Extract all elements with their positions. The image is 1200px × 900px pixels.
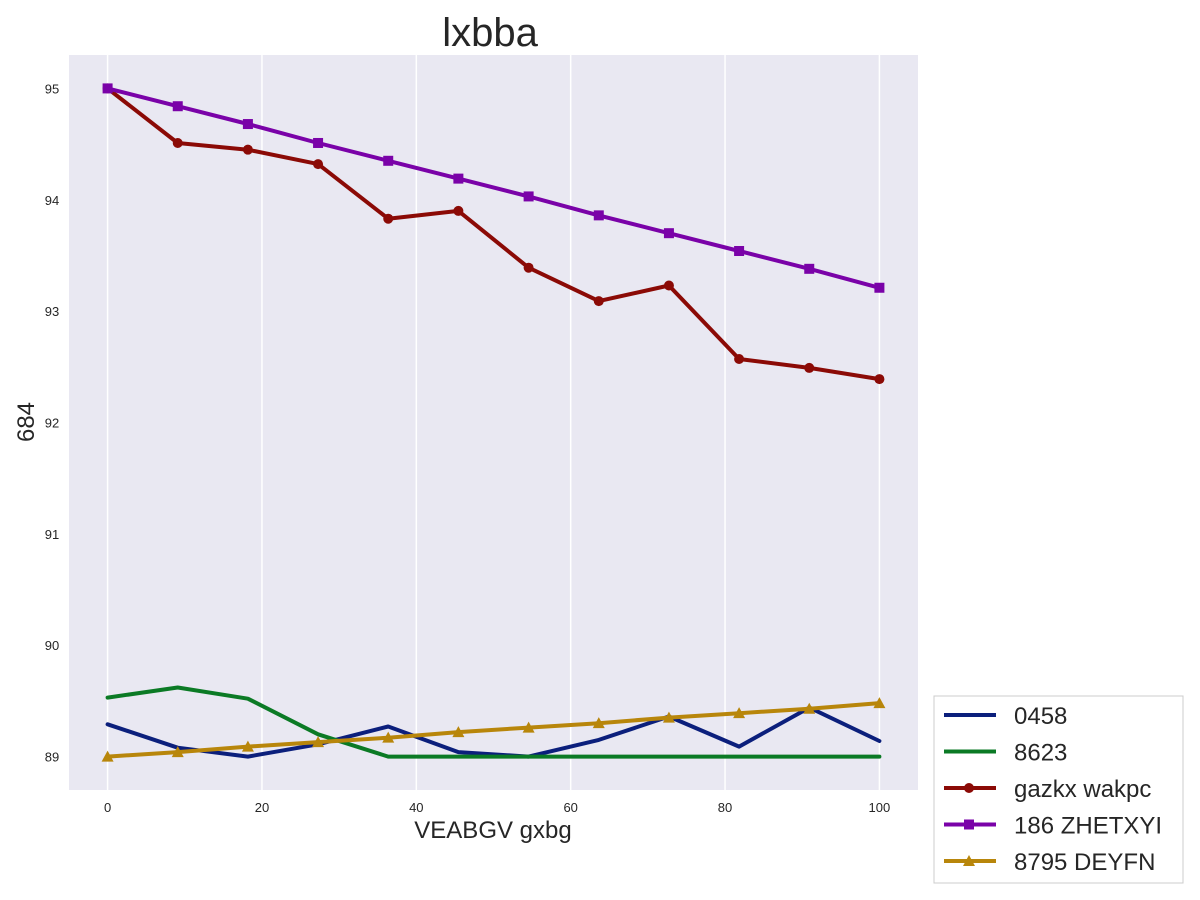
x-tick-label: 100 bbox=[869, 800, 891, 815]
data-point bbox=[313, 159, 324, 170]
legend-item: 8623 bbox=[944, 740, 1067, 767]
data-point bbox=[523, 262, 534, 273]
data-point bbox=[452, 726, 465, 738]
data-point bbox=[874, 282, 885, 293]
data-point bbox=[383, 213, 394, 224]
data-point bbox=[964, 819, 974, 830]
y-tick-label: 93 bbox=[45, 304, 59, 319]
data-point bbox=[873, 697, 886, 709]
x-tick-label: 80 bbox=[718, 800, 732, 815]
data-point bbox=[382, 731, 395, 743]
series-group bbox=[102, 83, 885, 293]
data-point bbox=[662, 711, 675, 723]
data-point bbox=[171, 746, 184, 758]
data-point bbox=[804, 263, 815, 274]
grid bbox=[106, 55, 881, 790]
series-line bbox=[105, 705, 882, 759]
data-point bbox=[453, 205, 464, 216]
data-point bbox=[803, 702, 816, 714]
x-tick-label: 0 bbox=[104, 800, 111, 815]
legend-item: 0458 bbox=[944, 703, 1067, 730]
series-group bbox=[101, 697, 886, 762]
data-point bbox=[523, 191, 534, 202]
data-point bbox=[242, 144, 253, 155]
data-point bbox=[804, 362, 815, 373]
legend-item: 8795 DEYFN bbox=[944, 849, 1155, 876]
data-point bbox=[734, 354, 745, 365]
series-group bbox=[102, 83, 885, 385]
data-point bbox=[734, 246, 745, 256]
y-tick-label: 95 bbox=[45, 81, 59, 96]
data-point bbox=[172, 101, 183, 112]
y-tick-label: 94 bbox=[45, 193, 59, 208]
series-layer bbox=[101, 83, 886, 762]
legend-item: gazkx wakpc bbox=[944, 776, 1151, 803]
legend-label: 0458 bbox=[1014, 703, 1067, 730]
data-point bbox=[733, 707, 746, 719]
series-group bbox=[105, 705, 882, 759]
data-point bbox=[963, 855, 975, 866]
data-point bbox=[593, 296, 604, 307]
series-line bbox=[105, 86, 882, 290]
x-tick-label: 20 bbox=[255, 800, 269, 815]
series-line bbox=[105, 685, 882, 759]
series-group bbox=[105, 685, 882, 759]
y-axis-ticks: 89 90 91 92 93 94 95 bbox=[45, 81, 59, 764]
data-point bbox=[964, 783, 974, 793]
data-point bbox=[663, 228, 674, 239]
legend-label: 8623 bbox=[1014, 740, 1067, 767]
y-tick-label: 89 bbox=[45, 750, 59, 765]
y-axis-title: 684 bbox=[13, 402, 40, 442]
legend-label: 186 ZHETXYI bbox=[1014, 813, 1162, 840]
data-point bbox=[172, 137, 183, 148]
legend-label: 8795 DEYFN bbox=[1014, 849, 1155, 876]
y-tick-label: 90 bbox=[45, 638, 59, 653]
data-point bbox=[383, 155, 394, 166]
x-tick-label: 40 bbox=[409, 800, 423, 815]
series-line bbox=[105, 701, 882, 759]
data-point bbox=[241, 740, 254, 752]
data-point bbox=[101, 750, 114, 762]
x-tick-label: 60 bbox=[563, 800, 577, 815]
series-line bbox=[105, 86, 882, 382]
data-point bbox=[313, 137, 324, 148]
x-axis-title: VEABGV gxbg bbox=[414, 817, 571, 844]
data-point bbox=[874, 374, 885, 385]
y-tick-label: 92 bbox=[45, 416, 59, 431]
x-axis-ticks: 0 20 40 60 80 100 bbox=[104, 800, 890, 815]
data-point bbox=[312, 736, 325, 748]
data-point bbox=[593, 210, 604, 221]
data-point bbox=[242, 119, 253, 130]
data-point bbox=[453, 173, 464, 184]
data-point bbox=[522, 721, 535, 733]
legend: 0458 8623 gazkx wakpc 186 ZHETXYI 8795 DEYFN bbox=[933, 695, 1184, 884]
plot-area bbox=[69, 55, 918, 790]
y-tick-label: 91 bbox=[45, 527, 59, 542]
data-point bbox=[592, 717, 605, 729]
chart-title: lxbba bbox=[442, 11, 538, 55]
data-point bbox=[663, 280, 674, 291]
legend-item: 186 ZHETXYI bbox=[944, 813, 1162, 840]
legend-label: gazkx wakpc bbox=[1014, 776, 1151, 803]
data-point bbox=[102, 83, 113, 94]
